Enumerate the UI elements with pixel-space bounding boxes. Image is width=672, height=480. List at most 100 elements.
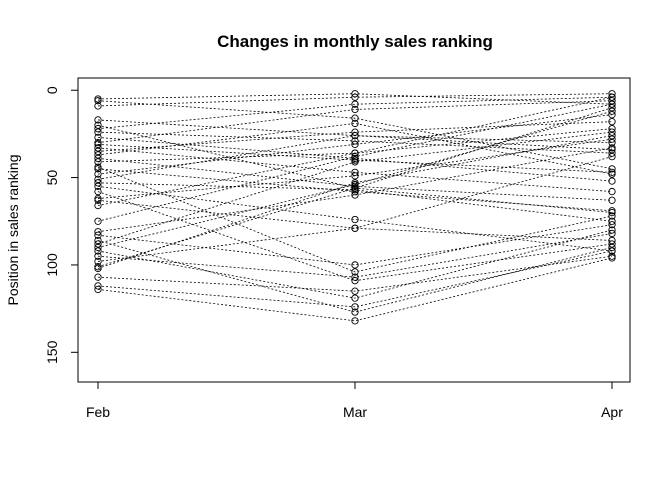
data-point <box>94 128 102 136</box>
series-line-26 <box>97 255 613 292</box>
data-point <box>94 147 102 156</box>
data-point <box>608 226 616 234</box>
data-point <box>351 224 359 232</box>
data-point <box>608 152 616 161</box>
data-point <box>351 268 359 276</box>
series-points <box>94 90 616 325</box>
data-point <box>351 277 359 285</box>
series-line-24 <box>97 156 613 262</box>
data-point <box>94 196 102 204</box>
data-point <box>608 144 616 152</box>
data-point <box>351 100 359 108</box>
data-point <box>94 125 102 133</box>
data-point <box>608 177 616 185</box>
series-line-28 <box>97 257 613 322</box>
series-line-38 <box>97 123 613 175</box>
data-point <box>351 179 359 187</box>
data-point <box>608 212 616 220</box>
data-point <box>94 282 102 290</box>
data-point <box>94 231 102 239</box>
data-point <box>94 247 102 255</box>
series-lines <box>97 93 613 322</box>
data-point <box>351 261 359 269</box>
x-tick-label: Apr <box>601 404 623 420</box>
data-point <box>608 196 616 204</box>
data-point <box>608 97 616 105</box>
data-point <box>608 93 616 101</box>
data-point <box>94 252 102 260</box>
series-line-27 <box>97 250 613 308</box>
data-point <box>608 254 616 262</box>
series-line-31 <box>97 135 613 269</box>
series-line-35 <box>97 229 613 299</box>
data-point <box>94 285 102 294</box>
data-point <box>94 121 102 129</box>
data-point <box>351 132 359 140</box>
data-point <box>608 221 616 229</box>
data-point <box>608 170 616 178</box>
x-tick-label: Mar <box>343 404 367 420</box>
data-point <box>351 114 359 122</box>
data-point <box>94 273 102 281</box>
series-line-3 <box>97 93 613 107</box>
data-point <box>351 128 359 136</box>
y-axis-ticks: 0 50 100 150 <box>44 86 78 364</box>
data-point <box>608 149 616 157</box>
data-point <box>94 228 102 236</box>
data-point <box>351 93 359 101</box>
series-line-29 <box>97 166 613 273</box>
data-point <box>608 165 616 173</box>
y-axis-label: Position in sales ranking <box>5 155 21 306</box>
data-point <box>351 308 359 316</box>
data-point <box>608 240 616 248</box>
data-point <box>94 217 102 225</box>
series-line-33 <box>97 147 613 192</box>
data-point <box>351 273 359 281</box>
series-line-2 <box>97 100 613 170</box>
series-line-36 <box>97 240 613 313</box>
data-point <box>94 182 102 190</box>
data-point <box>94 264 102 273</box>
chart-title: Changes in monthly sales ranking <box>217 32 493 51</box>
data-point <box>351 172 359 180</box>
data-point <box>351 137 359 145</box>
x-tick-label: Feb <box>86 404 110 420</box>
x-axis-ticks: Feb Mar Apr <box>86 382 623 420</box>
data-point <box>608 104 616 112</box>
y-tick-label: 0 <box>44 86 60 94</box>
data-point <box>351 184 359 192</box>
series-line-1 <box>97 93 613 105</box>
y-tick-label: 100 <box>44 253 60 277</box>
series-line-20 <box>97 224 613 266</box>
data-point <box>94 187 102 196</box>
data-point <box>94 179 102 187</box>
data-point <box>608 208 616 217</box>
data-point <box>608 217 616 225</box>
data-point <box>608 128 616 136</box>
data-point <box>351 158 359 166</box>
data-point <box>351 303 359 311</box>
data-point <box>94 133 102 142</box>
data-point <box>94 170 102 178</box>
data-point <box>351 140 359 149</box>
data-point <box>94 154 102 163</box>
data-point <box>94 116 102 124</box>
data-point <box>608 132 616 140</box>
data-point <box>608 247 616 255</box>
data-point <box>94 236 102 245</box>
data-point <box>94 257 102 266</box>
data-point <box>94 97 102 105</box>
data-point <box>608 90 616 98</box>
data-point <box>94 151 102 159</box>
data-point <box>94 240 102 248</box>
series-line-19 <box>97 147 613 233</box>
data-point <box>608 187 616 196</box>
data-point <box>351 168 359 176</box>
data-point <box>608 135 616 143</box>
data-point <box>351 287 359 295</box>
data-point <box>351 119 359 128</box>
data-point <box>94 163 102 171</box>
data-point <box>351 152 359 161</box>
data-point <box>608 229 616 238</box>
data-point <box>351 294 359 302</box>
